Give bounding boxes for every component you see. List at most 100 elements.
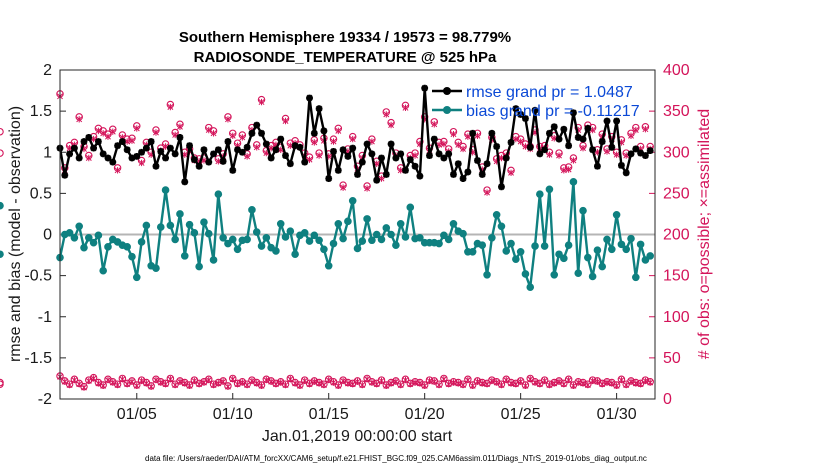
y2-tick-label: 350	[663, 103, 690, 120]
assimilated-marker	[484, 189, 491, 196]
bias-point	[142, 221, 151, 230]
bias-point	[99, 266, 107, 275]
bias-point	[161, 186, 170, 194]
chart-subtitle: RADIOSONDE_TEMPERATURE @ 525 hPa	[194, 49, 497, 66]
assimilated-marker	[628, 132, 634, 139]
assimilated-low-marker	[632, 380, 639, 387]
bias-point	[128, 252, 136, 261]
x-tick-label: 01/25	[501, 406, 541, 423]
assimilated-low-marker	[402, 376, 409, 384]
rmse-point	[454, 160, 462, 168]
assimilated-low-marker	[100, 382, 107, 390]
assimilated-marker	[450, 130, 457, 138]
assimilated-low-marker	[234, 380, 241, 388]
assimilated-low-marker	[215, 380, 222, 387]
bias-point	[579, 206, 587, 215]
y-tick-label: -1.5	[24, 350, 52, 367]
assimilated-low-marker	[61, 378, 68, 385]
rmse-point	[330, 148, 337, 155]
bias-point	[536, 190, 544, 198]
rmse-point	[181, 178, 189, 186]
assimilated-low-marker	[604, 379, 610, 386]
assimilated-marker	[632, 126, 639, 134]
rmse-point	[536, 150, 544, 158]
bias-point	[257, 242, 266, 250]
assimilated-low-marker	[488, 377, 495, 385]
assimilated-low-marker	[536, 380, 543, 388]
bias-point	[401, 233, 410, 241]
assimilated-low-marker	[436, 381, 443, 389]
y-axis-label: rmse and bias (model - observation)	[7, 106, 24, 362]
assimilated-low-marker	[618, 376, 625, 384]
assimilated-low-marker	[196, 380, 203, 388]
assimilated-low-marker	[364, 376, 371, 383]
assimilated-low-marker	[210, 381, 217, 389]
rmse-point	[248, 129, 256, 137]
assimilated-low-marker	[296, 382, 303, 390]
bias-point	[468, 247, 477, 256]
assimilated-marker	[95, 127, 102, 135]
bias-point	[459, 229, 467, 238]
assimilated-marker	[330, 138, 337, 145]
rmse-line	[58, 86, 652, 189]
x-axis-ticks: 01/05 01/10 01/15 01/20 01/25 01/30	[117, 393, 637, 423]
rmse-point	[354, 171, 361, 178]
assimilated-marker	[311, 139, 318, 146]
rmse-point	[517, 111, 525, 118]
bias-point	[435, 239, 443, 248]
bias-point	[252, 228, 261, 236]
bias-point	[358, 237, 367, 245]
assimilated-marker	[388, 121, 395, 129]
rmse-point	[142, 144, 150, 152]
rmse-point	[99, 150, 107, 158]
bias-point	[272, 247, 280, 255]
bias-point	[166, 221, 175, 230]
assimilated-low-marker	[138, 377, 145, 385]
y2-axis-label: # of obs: o=possible; ×=assimilated	[696, 109, 713, 359]
bias-point	[281, 233, 290, 241]
rmse-point	[104, 154, 112, 162]
possible-marker	[0, 127, 4, 136]
assimilated-low-marker	[335, 382, 342, 390]
assimilated-marker	[109, 128, 116, 135]
assimilated-low-marker	[325, 376, 332, 384]
bias-point	[569, 178, 578, 186]
bias-point	[396, 220, 405, 228]
rmse-point	[267, 154, 275, 162]
assimilated-low-marker	[172, 381, 179, 389]
bias-point	[622, 245, 631, 254]
assimilated-low-marker	[637, 380, 644, 388]
assimilated-marker	[205, 126, 212, 134]
plot-frame	[59, 69, 656, 400]
bias-point	[156, 223, 165, 231]
assimilated-marker	[412, 152, 419, 159]
assimilated-marker	[440, 140, 447, 148]
rmse-point	[210, 150, 217, 158]
rmse-point	[166, 144, 174, 152]
x-tick-label: 01/05	[117, 406, 157, 423]
assimilated-low-marker	[181, 380, 188, 387]
bias-point	[224, 239, 232, 248]
legend: rmse grand pr = 1.0487 bias grand pr = -…	[432, 84, 640, 120]
rmse-point	[344, 152, 352, 160]
rmse-point	[162, 154, 169, 162]
bias-point	[353, 244, 362, 253]
assimilated-marker	[613, 151, 620, 158]
rmse-point	[421, 84, 429, 92]
rmse-point	[85, 134, 93, 141]
bias-point	[636, 240, 645, 249]
assimilated-low-marker	[124, 380, 131, 388]
assimilated-low-marker	[512, 380, 519, 388]
assimilated-marker	[85, 154, 92, 162]
possible-marker	[0, 149, 4, 157]
rmse-point	[70, 144, 78, 152]
assimilated-low-marker	[248, 377, 255, 385]
assimilated-low-marker	[464, 376, 471, 384]
rmse-point	[416, 172, 424, 180]
data-file-footnote: data file: /Users/raeder/DAI/ATM_forcXX/…	[145, 454, 647, 463]
rmse-point	[272, 146, 280, 154]
left-axis-ticks: 2 1.5 1 0.5 0 -0.5 -1 -1.5 -2	[24, 62, 66, 408]
bias-line	[58, 180, 651, 289]
y-tick-label: 0.5	[30, 185, 52, 202]
rmse-point	[200, 146, 208, 154]
